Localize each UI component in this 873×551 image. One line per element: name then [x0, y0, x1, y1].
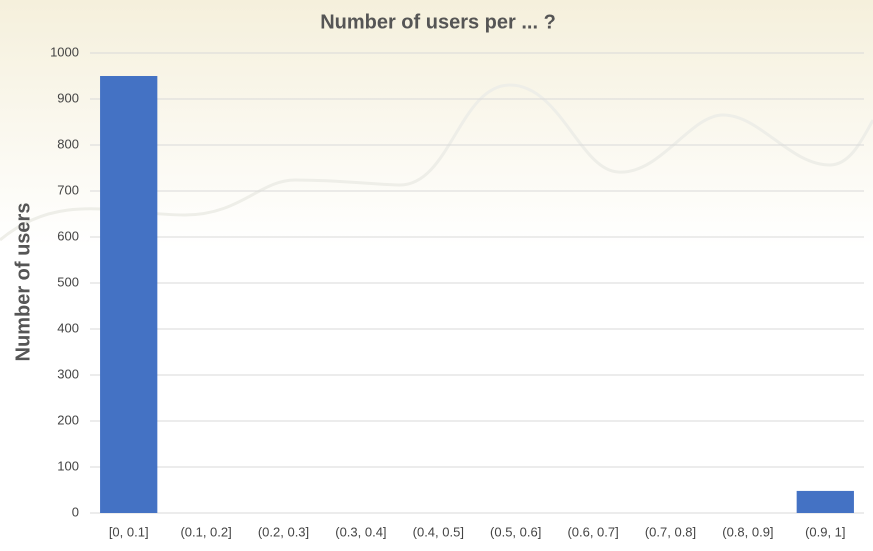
x-tick-label: (0.8, 0.9] — [722, 524, 773, 539]
x-tick-label: (0.6, 0.7] — [567, 524, 618, 539]
y-axis-label: Number of users — [12, 203, 34, 362]
x-tick-label: (0.1, 0.2] — [180, 524, 231, 539]
x-tick-label: (0.3, 0.4] — [335, 524, 386, 539]
y-tick-label: 0 — [72, 504, 79, 519]
x-tick-label: [0, 0.1] — [109, 524, 149, 539]
x-tick-label: (0.7, 0.8] — [645, 524, 696, 539]
y-tick-label: 900 — [57, 90, 79, 105]
x-tick-label: (0.4, 0.5] — [413, 524, 464, 539]
bar — [100, 76, 158, 513]
y-tick-label: 300 — [57, 366, 79, 381]
bar — [796, 490, 854, 513]
x-tick-label: (0.2, 0.3] — [258, 524, 309, 539]
y-tick-label: 700 — [57, 182, 79, 197]
y-tick-label: 100 — [57, 458, 79, 473]
y-tick-label: 200 — [57, 412, 79, 427]
y-tick-label: 800 — [57, 136, 79, 151]
y-tick-label: 600 — [57, 228, 79, 243]
y-tick-label: 1000 — [50, 44, 79, 59]
y-tick-label: 400 — [57, 320, 79, 335]
x-tick-label: (0.9, 1] — [805, 524, 845, 539]
x-tick-label: (0.5, 0.6] — [490, 524, 541, 539]
decoration — [0, 83, 873, 242]
chart-title: Number of users per ... ? — [320, 11, 556, 33]
y-tick-label: 500 — [57, 274, 79, 289]
